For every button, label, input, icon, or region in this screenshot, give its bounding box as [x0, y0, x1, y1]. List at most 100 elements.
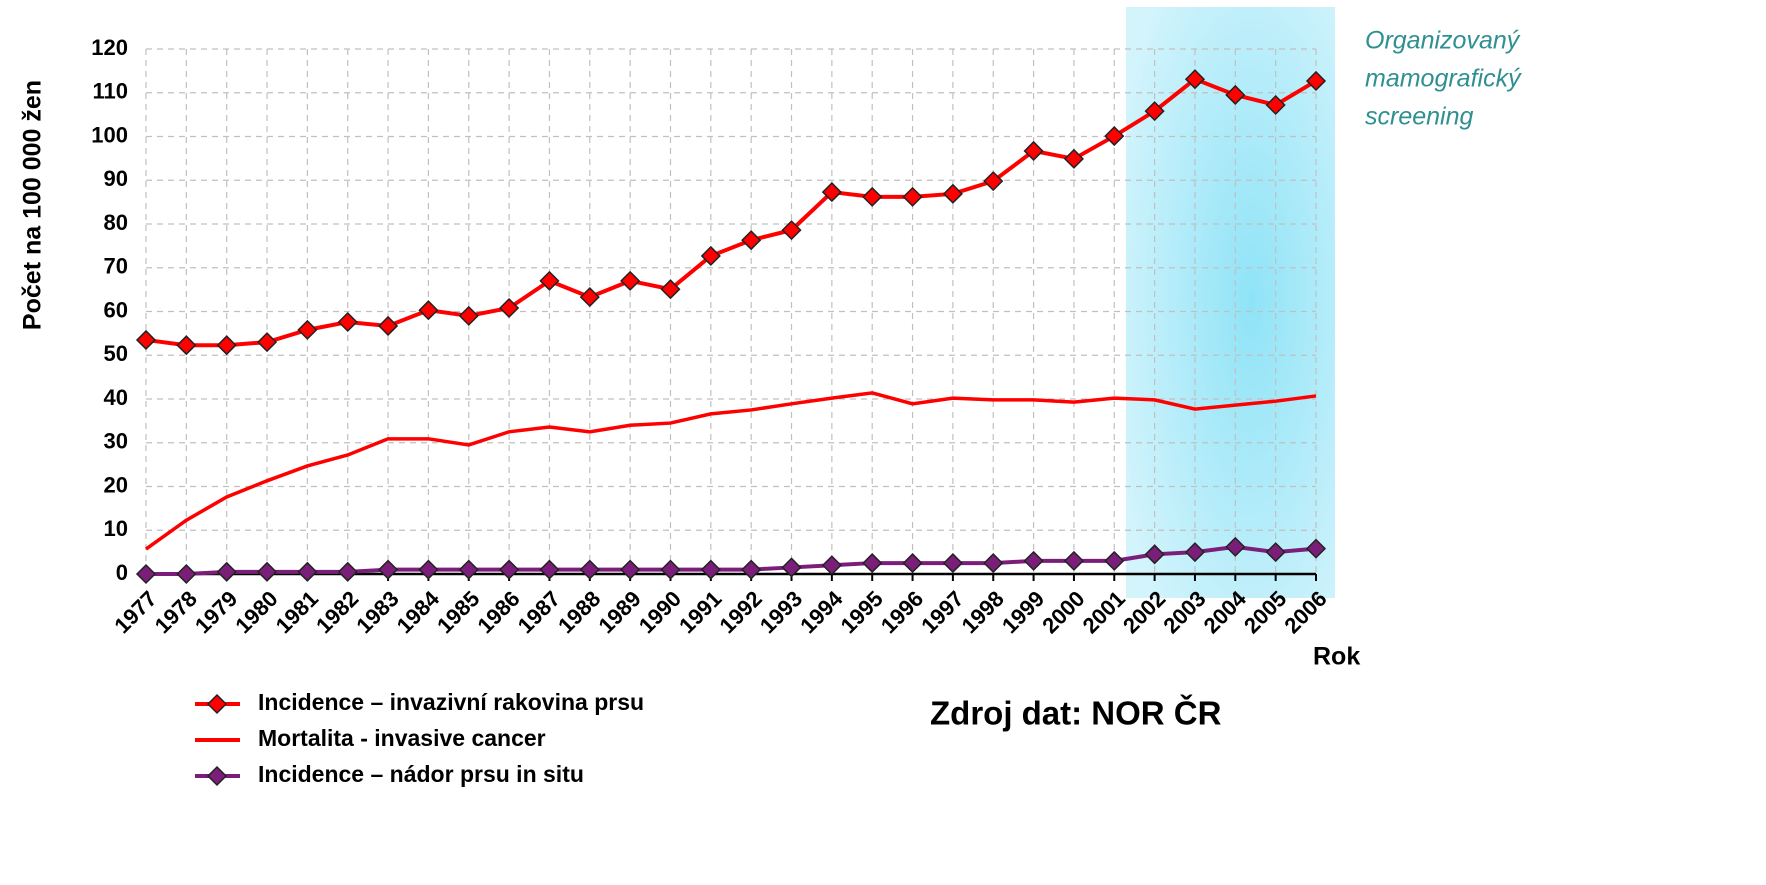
- marker: [902, 186, 923, 207]
- marker: [620, 559, 641, 580]
- marker: [660, 279, 681, 300]
- marker: [135, 329, 157, 350]
- y-tick-label: 120: [91, 35, 128, 60]
- x-tick-label: 1996: [876, 586, 928, 638]
- marker: [821, 182, 842, 203]
- marker: [458, 559, 479, 580]
- legend-label: Mortalita - invasive cancer: [258, 725, 546, 751]
- marker: [741, 559, 762, 580]
- marker: [1104, 126, 1125, 147]
- y-tick-label: 100: [91, 122, 128, 147]
- marker: [1184, 542, 1206, 563]
- x-tick-label: 1985: [432, 586, 484, 638]
- x-tick-label: 1993: [755, 586, 807, 638]
- marker: [579, 287, 600, 308]
- marker: [256, 332, 278, 353]
- x-tick-label: 2001: [1078, 586, 1130, 638]
- marker: [902, 553, 923, 574]
- marker: [1265, 542, 1286, 563]
- marker: [297, 319, 318, 340]
- y-tick-label: 90: [104, 166, 128, 191]
- marker: [1144, 544, 1165, 565]
- marker: [337, 311, 358, 333]
- y-tick-label: 60: [104, 297, 128, 322]
- x-tick-label: 1997: [916, 586, 968, 638]
- marker: [741, 230, 762, 251]
- marker: [942, 553, 963, 574]
- x-tick-label: 1999: [997, 586, 1049, 638]
- marker: [539, 559, 560, 580]
- marker: [862, 553, 883, 574]
- annotation-line: mamografický: [1365, 65, 1522, 93]
- series-line: [144, 391, 1317, 551]
- marker: [418, 300, 439, 321]
- y-tick-label: 110: [93, 79, 129, 104]
- marker: [700, 245, 721, 266]
- marker: [983, 553, 1004, 574]
- source: Zdroj dat: NOR ČR: [930, 694, 1222, 732]
- x-tick-label: 1990: [634, 586, 686, 638]
- marker: [176, 563, 197, 585]
- marker: [378, 559, 399, 580]
- y-tick-label: 50: [104, 341, 128, 366]
- marker: [942, 183, 963, 204]
- x-tick-label: 1984: [392, 585, 445, 638]
- annotation-line: Organizovaný: [1365, 27, 1521, 55]
- y-tick-label: 0: [116, 560, 128, 585]
- annotation-line: screening: [1365, 103, 1473, 131]
- y-tick-label: 20: [104, 472, 128, 497]
- x-tick-label: 1995: [836, 586, 888, 638]
- marker: [176, 335, 197, 356]
- x-tick-label: 1994: [795, 585, 848, 638]
- marker: [862, 186, 883, 207]
- x-tick-label: 1981: [271, 586, 323, 638]
- marker: [1184, 69, 1206, 90]
- marker: [1023, 140, 1044, 161]
- x-tick-label: 1989: [593, 586, 645, 638]
- y-tick-label: 30: [104, 429, 128, 454]
- marker: [660, 559, 681, 580]
- marker: [700, 559, 721, 580]
- marker: [378, 315, 399, 336]
- marker: [983, 171, 1004, 192]
- marker: [781, 557, 802, 578]
- marker: [337, 561, 358, 582]
- x-tick-label: 1992: [715, 586, 767, 638]
- marker: [1023, 550, 1044, 571]
- x-tick-label: 1982: [311, 586, 363, 638]
- legend-marker: [206, 765, 228, 787]
- marker: [539, 270, 560, 291]
- marker: [1063, 550, 1084, 571]
- x-tick-label: 1980: [230, 586, 282, 638]
- marker: [297, 561, 318, 582]
- y-tick-label: 40: [104, 385, 128, 410]
- x-tick-label: 1986: [472, 586, 524, 638]
- marker: [135, 563, 157, 585]
- y-tick-label: 70: [104, 254, 128, 279]
- marker: [1063, 148, 1084, 169]
- marker: [1305, 538, 1327, 559]
- x-tick-label: 1988: [553, 586, 605, 638]
- marker: [1144, 101, 1165, 122]
- marker: [458, 305, 479, 326]
- x-tick-label: 1978: [150, 586, 202, 638]
- marker: [1265, 94, 1286, 116]
- marker: [256, 561, 278, 582]
- x-tick-label: 1998: [957, 586, 1009, 638]
- marker: [579, 559, 600, 580]
- marker: [1305, 70, 1327, 91]
- marker: [1104, 550, 1125, 571]
- marker: [1225, 84, 1246, 105]
- marker: [499, 297, 520, 319]
- y-axis-label: Počet na 100 000 žen: [19, 80, 47, 330]
- legend-marker: [206, 693, 228, 715]
- x-tick-label: 1991: [674, 586, 726, 638]
- marker: [1225, 536, 1246, 557]
- marker: [216, 335, 237, 356]
- annotation: Organizovaný mamografický screening: [1365, 27, 1522, 131]
- marker: [620, 270, 641, 291]
- marker: [499, 559, 520, 580]
- x-axis-label: Rok: [1313, 643, 1360, 671]
- y-tick-label: 10: [104, 516, 128, 541]
